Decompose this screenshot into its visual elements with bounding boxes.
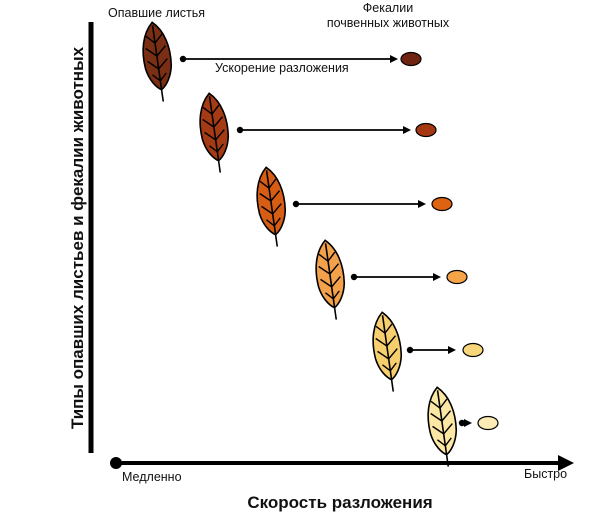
leaf-icon <box>422 384 463 470</box>
leaves-label: Опавшие листья <box>108 6 206 20</box>
fecal-pellet-icon <box>431 196 453 212</box>
arrowhead-icon <box>390 55 398 63</box>
arrowhead-icon <box>448 346 456 354</box>
leaf-icon <box>310 237 351 323</box>
arrowhead-icon <box>403 126 411 134</box>
x-axis-title: Скорость разложения <box>247 493 433 512</box>
slow-label: Медленно <box>122 470 182 484</box>
feces-label-line2: почвенных животных <box>326 16 450 30</box>
arrowhead-icon <box>464 419 472 427</box>
decomposition-stage <box>251 164 453 250</box>
fecal-pellet-icon <box>462 342 484 358</box>
fecal-pellet-icon <box>400 51 422 67</box>
y-axis-title: Типы опавших листьев и фекалии животных <box>68 46 87 430</box>
fast-label: Быстро <box>524 467 568 481</box>
leaf-icon <box>137 19 178 105</box>
decomposition-stage <box>367 309 484 395</box>
acceleration-label: Ускорение разложения <box>215 61 349 75</box>
feces-label: Фекалии почвенных животных <box>318 1 458 31</box>
arrowhead-icon <box>418 200 426 208</box>
decomposition-stage <box>310 237 468 323</box>
decomposition-stage <box>422 384 499 470</box>
fecal-pellet-icon <box>415 122 437 138</box>
decomposition-stage <box>137 19 422 105</box>
fecal-pellet-icon <box>477 415 499 431</box>
leaf-icon <box>194 90 235 176</box>
leaf-icon <box>367 309 408 395</box>
fecal-pellet-icon <box>446 269 468 285</box>
x-axis-origin-dot <box>110 457 122 469</box>
leaf-icon <box>251 164 292 250</box>
x-axis-arrowhead <box>558 455 574 471</box>
stages-layer <box>137 19 499 470</box>
arrowhead-icon <box>433 273 441 281</box>
feces-label-line1: Фекалии <box>362 1 414 15</box>
decomposition-stage <box>194 90 437 176</box>
